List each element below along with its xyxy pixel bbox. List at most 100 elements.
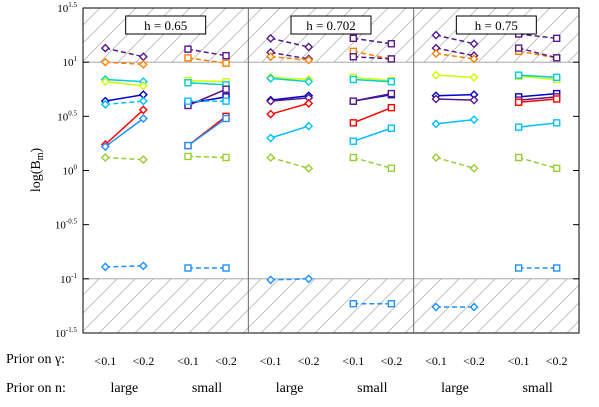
series-line (105, 100, 144, 106)
series-0-1 (100, 57, 148, 69)
data-point (266, 133, 276, 143)
series-line (104, 109, 144, 146)
series-0-18 (184, 114, 230, 150)
series-2-13 (514, 71, 561, 82)
series-1-21 (349, 300, 396, 308)
plot-background (82, 7, 580, 334)
data-point (387, 40, 396, 48)
gamma-prior-label: <0.2 (380, 354, 403, 368)
data-point (100, 142, 110, 152)
gamma-prior-label: <0.2 (132, 354, 155, 368)
data-point (349, 137, 358, 145)
panel-title-text: h = 0.65 (144, 18, 187, 33)
data-point (514, 264, 523, 272)
series-line (187, 82, 227, 86)
series-line (187, 88, 227, 107)
data-point (514, 44, 523, 52)
series-0-20 (184, 264, 230, 272)
panel-titles: h = 0.65 h = 0.702 h = 0.75 (125, 15, 537, 35)
data-point (469, 302, 479, 312)
data-point (266, 153, 276, 162)
series-0-19 (184, 152, 230, 162)
y-tick-label-3: 100 (63, 164, 78, 178)
series-line (105, 156, 144, 161)
series-2-16 (514, 95, 561, 106)
data-point (222, 97, 230, 105)
data-point (387, 55, 396, 63)
series-line (270, 37, 309, 48)
series-line (105, 61, 144, 66)
series-line (353, 106, 392, 124)
panel-title-1: h = 0.702 (290, 15, 372, 35)
series-1-18 (349, 103, 396, 127)
n-prior-label: large (275, 381, 304, 396)
data-point (431, 30, 441, 40)
data-point (349, 75, 358, 84)
data-point (552, 54, 561, 62)
series-line (435, 118, 475, 125)
series-line (353, 37, 392, 45)
data-point (431, 153, 441, 162)
data-point (184, 264, 192, 272)
data-point (304, 121, 314, 131)
data-point (552, 34, 561, 43)
data-point (304, 163, 314, 173)
panel-title-box (455, 15, 537, 35)
y-tick-label-5: 10-1 (60, 272, 77, 286)
panel-title-2: h = 0.75 (455, 15, 537, 35)
series-1-0 (266, 33, 314, 52)
n-prior-label: small (357, 381, 388, 396)
chart-svg: 101.5 101 100.5 100 10-0.5 10-1 10-1.5 h = 0.6… (29, 1, 580, 340)
series-line (518, 156, 557, 170)
series-line (353, 56, 392, 60)
series-2-8 (431, 302, 479, 312)
data-point (266, 109, 276, 119)
series-2-11 (514, 44, 561, 62)
series-line (518, 92, 557, 98)
series-1-17 (349, 89, 396, 105)
panel-title-text: h = 0.702 (306, 18, 356, 33)
data-point (184, 54, 192, 62)
data-point (138, 105, 148, 115)
data-point (431, 94, 441, 104)
data-point (431, 119, 441, 129)
data-point (387, 164, 396, 173)
data-point (349, 53, 358, 61)
series-line (435, 93, 475, 97)
series-1-20 (349, 153, 396, 173)
data-point (100, 57, 110, 67)
y-axis-label: log(Bm) (29, 148, 46, 193)
data-point (469, 95, 479, 105)
series-line (518, 47, 557, 59)
series-line (518, 75, 557, 81)
data-point (469, 72, 479, 82)
n-prior-title: Prior on n: (6, 381, 66, 396)
series-line (353, 156, 392, 170)
y-tick-label-2: 100.5 (57, 109, 77, 123)
series-0-8 (100, 153, 148, 165)
data-point (349, 34, 358, 43)
y-tick-label-4: 10-0.5 (55, 218, 78, 232)
series-line (353, 78, 392, 83)
data-point (514, 123, 523, 131)
series-line (187, 79, 227, 83)
data-point (514, 153, 523, 162)
series-0-7 (100, 114, 148, 152)
series-line (435, 156, 475, 170)
series-line (435, 74, 475, 79)
n-prior-label: small (191, 381, 223, 396)
panel-title-text: h = 0.75 (475, 18, 518, 33)
gamma-prior-label: <0.1 (342, 354, 365, 368)
series-line (105, 93, 144, 102)
n-prior-label: large (441, 381, 469, 396)
data-point (138, 81, 148, 91)
series-2-17 (514, 119, 561, 131)
series-line (518, 122, 557, 128)
series-1-2 (266, 52, 314, 65)
data-point (184, 79, 192, 87)
data-point (514, 71, 523, 79)
data-point (552, 164, 561, 173)
y-tick-label-0: 101.5 (57, 1, 77, 15)
data-point (304, 274, 314, 284)
series-line (518, 33, 557, 40)
